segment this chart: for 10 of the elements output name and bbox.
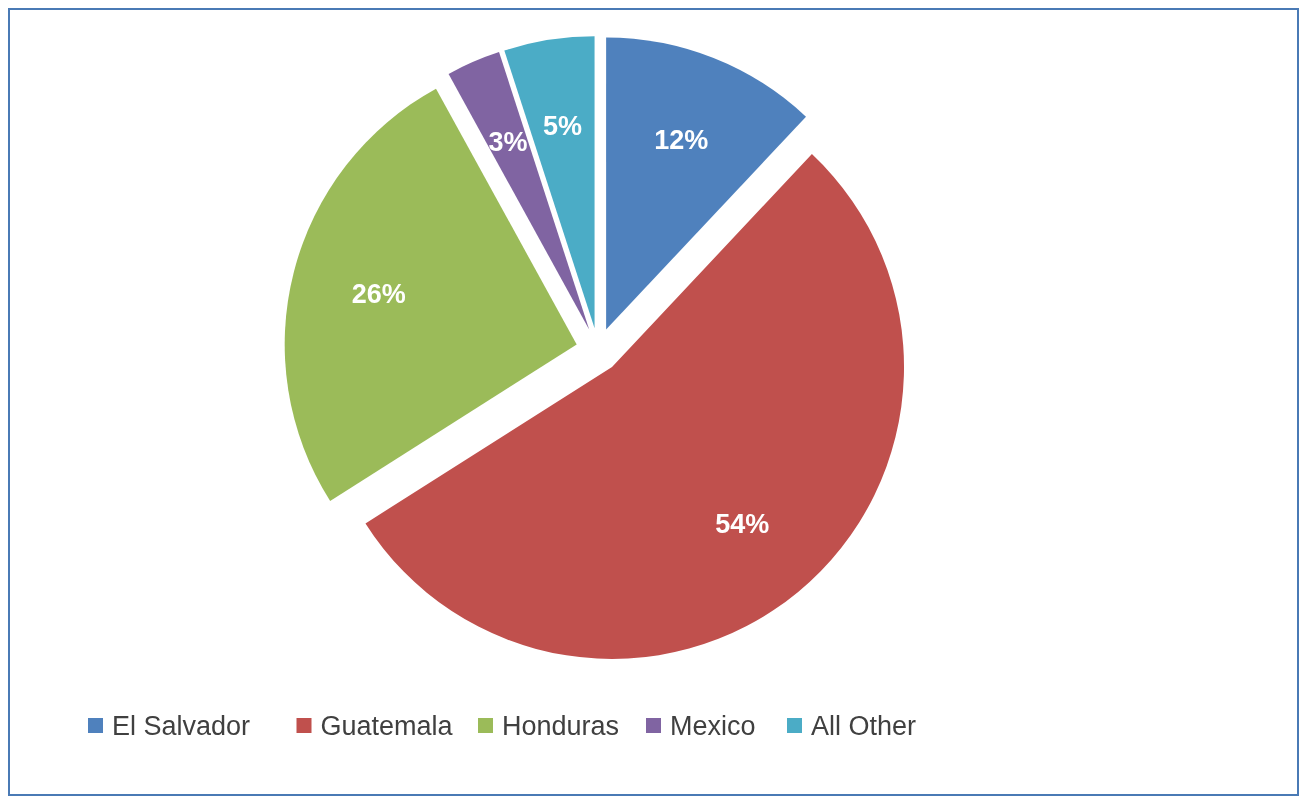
data-label: 5% — [543, 111, 583, 142]
legend-label: El Salvador — [112, 711, 251, 741]
data-label: 12% — [654, 124, 709, 155]
data-label: 26% — [351, 278, 406, 309]
data-label: 3% — [488, 127, 528, 158]
legend-label: Guatemala — [320, 711, 454, 741]
legend-label: All Other — [811, 711, 917, 741]
data-label: 54% — [715, 509, 770, 540]
legend-label: Honduras — [502, 711, 620, 741]
legend-label: Mexico — [670, 711, 756, 741]
